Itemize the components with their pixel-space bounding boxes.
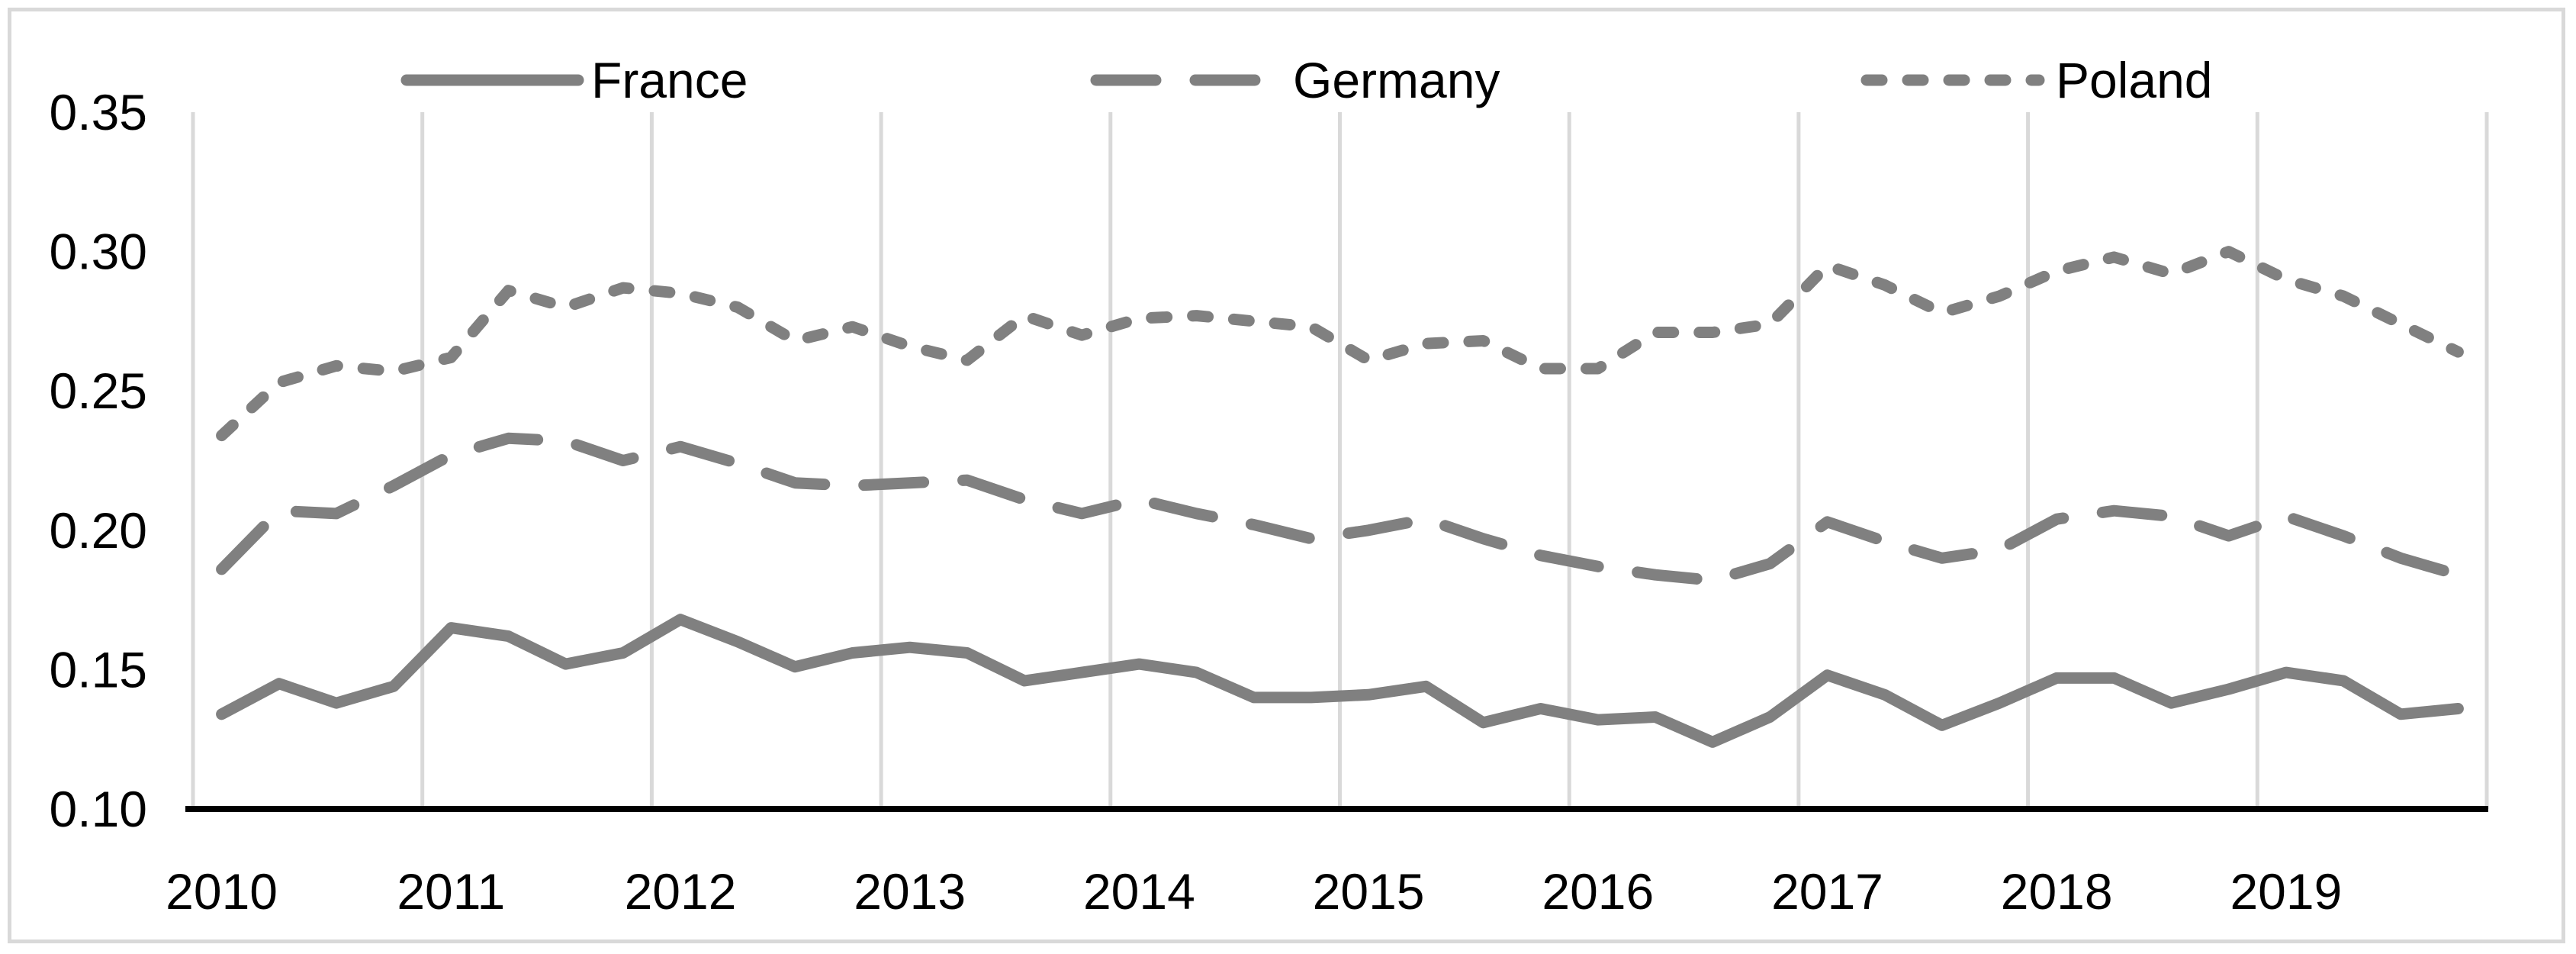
series-line-france	[216, 614, 2464, 748]
x-axis-year-label: 2010	[166, 863, 278, 920]
x-axis-year-label: 2019	[2230, 863, 2342, 920]
legend-label-poland: Poland	[2056, 52, 2213, 108]
y-axis-tick-label: 0.15	[50, 641, 147, 698]
line-chart: 0.35 0.30 0.25 0.20 0.15 0.10 2010 2011 2012 2013…	[50, 52, 2489, 920]
x-axis-year-label: 2016	[1542, 863, 1654, 920]
series-line-germany	[216, 432, 2464, 586]
x-axis-year-label: 2011	[397, 863, 505, 920]
legend-label-germany: Germany	[1293, 52, 1500, 108]
y-axis-tick-label: 0.25	[50, 363, 147, 419]
y-axis-tick-label: 0.35	[50, 84, 147, 140]
x-axis-year-label: 2013	[854, 863, 966, 920]
x-axis-year-label: 2017	[1771, 863, 1883, 920]
x-axis-year-label: 2012	[625, 863, 737, 920]
legend-label-france: France	[591, 52, 748, 108]
x-axis-year-label: 2018	[2001, 863, 2113, 920]
y-axis-tick-label: 0.20	[50, 502, 147, 559]
x-axis-year-label: 2015	[1313, 863, 1425, 920]
chart-frame: 0.35 0.30 0.25 0.20 0.15 0.10 2010 2011 2012 2013…	[8, 8, 2565, 943]
y-axis-tick-label: 0.10	[50, 781, 147, 837]
x-axis-year-label: 2014	[1083, 863, 1195, 920]
series-line-poland	[216, 246, 2464, 442]
y-axis-tick-label: 0.30	[50, 224, 147, 280]
